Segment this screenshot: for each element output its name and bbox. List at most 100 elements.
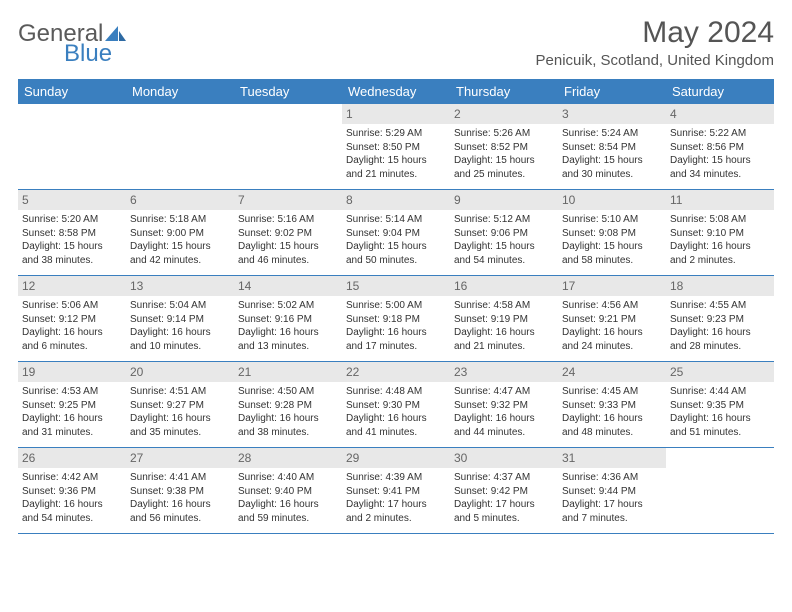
sunrise-text: Sunrise: 5:08 AM — [670, 213, 770, 227]
sunset-text: Sunset: 9:32 PM — [454, 399, 554, 413]
day-number: 22 — [342, 362, 450, 382]
day-number: 26 — [18, 448, 126, 468]
sunset-text: Sunset: 9:14 PM — [130, 313, 230, 327]
daylight-text: Daylight: 17 hours and 2 minutes. — [346, 498, 446, 525]
sunrise-text: Sunrise: 5:06 AM — [22, 299, 122, 313]
brand-logo: GeneralBlue — [18, 16, 127, 68]
calendar-day-cell — [126, 104, 234, 190]
sunset-text: Sunset: 9:04 PM — [346, 227, 446, 241]
sunrise-text: Sunrise: 4:58 AM — [454, 299, 554, 313]
sunrise-text: Sunrise: 5:02 AM — [238, 299, 338, 313]
calendar-day-cell — [666, 448, 774, 534]
day-header: Tuesday — [234, 80, 342, 104]
sunset-text: Sunset: 9:41 PM — [346, 485, 446, 499]
sunrise-text: Sunrise: 5:10 AM — [562, 213, 662, 227]
daylight-text: Daylight: 16 hours and 28 minutes. — [670, 326, 770, 353]
day-number: 24 — [558, 362, 666, 382]
daylight-text: Daylight: 16 hours and 31 minutes. — [22, 412, 122, 439]
day-number: 6 — [126, 190, 234, 210]
day-number: 12 — [18, 276, 126, 296]
calendar-day-cell: 14Sunrise: 5:02 AMSunset: 9:16 PMDayligh… — [234, 276, 342, 362]
calendar-day-cell: 17Sunrise: 4:56 AMSunset: 9:21 PMDayligh… — [558, 276, 666, 362]
daylight-text: Daylight: 15 hours and 25 minutes. — [454, 154, 554, 181]
sunset-text: Sunset: 9:42 PM — [454, 485, 554, 499]
calendar-day-cell: 3Sunrise: 5:24 AMSunset: 8:54 PMDaylight… — [558, 104, 666, 190]
sunset-text: Sunset: 9:06 PM — [454, 227, 554, 241]
calendar-week-row: 12Sunrise: 5:06 AMSunset: 9:12 PMDayligh… — [18, 276, 774, 362]
sunrise-text: Sunrise: 4:39 AM — [346, 471, 446, 485]
daylight-text: Daylight: 16 hours and 51 minutes. — [670, 412, 770, 439]
daylight-text: Daylight: 16 hours and 21 minutes. — [454, 326, 554, 353]
calendar-day-cell: 1Sunrise: 5:29 AMSunset: 8:50 PMDaylight… — [342, 104, 450, 190]
daylight-text: Daylight: 16 hours and 56 minutes. — [130, 498, 230, 525]
calendar-table: Sunday Monday Tuesday Wednesday Thursday… — [18, 79, 774, 534]
sunset-text: Sunset: 9:25 PM — [22, 399, 122, 413]
day-header: Saturday — [666, 80, 774, 104]
day-number: 20 — [126, 362, 234, 382]
sunset-text: Sunset: 9:10 PM — [670, 227, 770, 241]
sunset-text: Sunset: 8:56 PM — [670, 141, 770, 155]
sunset-text: Sunset: 9:18 PM — [346, 313, 446, 327]
sunrise-text: Sunrise: 5:24 AM — [562, 127, 662, 141]
daylight-text: Daylight: 16 hours and 41 minutes. — [346, 412, 446, 439]
daylight-text: Daylight: 15 hours and 38 minutes. — [22, 240, 122, 267]
sunrise-text: Sunrise: 4:41 AM — [130, 471, 230, 485]
calendar-day-cell: 6Sunrise: 5:18 AMSunset: 9:00 PMDaylight… — [126, 190, 234, 276]
daylight-text: Daylight: 15 hours and 58 minutes. — [562, 240, 662, 267]
day-number: 14 — [234, 276, 342, 296]
day-number: 28 — [234, 448, 342, 468]
page-header: GeneralBlue May 2024 Penicuik, Scotland,… — [18, 16, 774, 69]
sunrise-text: Sunrise: 5:18 AM — [130, 213, 230, 227]
day-number: 25 — [666, 362, 774, 382]
sunrise-text: Sunrise: 5:26 AM — [454, 127, 554, 141]
sunrise-text: Sunrise: 4:45 AM — [562, 385, 662, 399]
sunrise-text: Sunrise: 5:29 AM — [346, 127, 446, 141]
sunset-text: Sunset: 8:54 PM — [562, 141, 662, 155]
sunset-text: Sunset: 9:19 PM — [454, 313, 554, 327]
day-number: 10 — [558, 190, 666, 210]
day-number: 30 — [450, 448, 558, 468]
day-number: 5 — [18, 190, 126, 210]
calendar-day-cell: 13Sunrise: 5:04 AMSunset: 9:14 PMDayligh… — [126, 276, 234, 362]
calendar-day-cell: 8Sunrise: 5:14 AMSunset: 9:04 PMDaylight… — [342, 190, 450, 276]
day-number: 7 — [234, 190, 342, 210]
calendar-day-cell: 24Sunrise: 4:45 AMSunset: 9:33 PMDayligh… — [558, 362, 666, 448]
day-header: Friday — [558, 80, 666, 104]
calendar-day-cell: 28Sunrise: 4:40 AMSunset: 9:40 PMDayligh… — [234, 448, 342, 534]
sunset-text: Sunset: 9:35 PM — [670, 399, 770, 413]
sunset-text: Sunset: 8:52 PM — [454, 141, 554, 155]
sunrise-text: Sunrise: 5:14 AM — [346, 213, 446, 227]
calendar-day-cell: 21Sunrise: 4:50 AMSunset: 9:28 PMDayligh… — [234, 362, 342, 448]
calendar-day-cell: 22Sunrise: 4:48 AMSunset: 9:30 PMDayligh… — [342, 362, 450, 448]
day-number: 27 — [126, 448, 234, 468]
calendar-day-cell: 27Sunrise: 4:41 AMSunset: 9:38 PMDayligh… — [126, 448, 234, 534]
day-number: 17 — [558, 276, 666, 296]
sunset-text: Sunset: 9:36 PM — [22, 485, 122, 499]
day-number: 8 — [342, 190, 450, 210]
day-number: 31 — [558, 448, 666, 468]
sunrise-text: Sunrise: 4:44 AM — [670, 385, 770, 399]
day-number: 23 — [450, 362, 558, 382]
day-number: 21 — [234, 362, 342, 382]
day-number: 18 — [666, 276, 774, 296]
calendar-day-cell: 5Sunrise: 5:20 AMSunset: 8:58 PMDaylight… — [18, 190, 126, 276]
sunrise-text: Sunrise: 4:56 AM — [562, 299, 662, 313]
daylight-text: Daylight: 16 hours and 35 minutes. — [130, 412, 230, 439]
calendar-day-cell — [18, 104, 126, 190]
sunrise-text: Sunrise: 4:51 AM — [130, 385, 230, 399]
daylight-text: Daylight: 17 hours and 7 minutes. — [562, 498, 662, 525]
sunset-text: Sunset: 9:21 PM — [562, 313, 662, 327]
sunrise-text: Sunrise: 5:22 AM — [670, 127, 770, 141]
daylight-text: Daylight: 16 hours and 17 minutes. — [346, 326, 446, 353]
sunset-text: Sunset: 9:23 PM — [670, 313, 770, 327]
calendar-day-cell: 15Sunrise: 5:00 AMSunset: 9:18 PMDayligh… — [342, 276, 450, 362]
daylight-text: Daylight: 15 hours and 34 minutes. — [670, 154, 770, 181]
day-number: 29 — [342, 448, 450, 468]
daylight-text: Daylight: 15 hours and 30 minutes. — [562, 154, 662, 181]
sunset-text: Sunset: 8:58 PM — [22, 227, 122, 241]
sunrise-text: Sunrise: 4:55 AM — [670, 299, 770, 313]
daylight-text: Daylight: 16 hours and 44 minutes. — [454, 412, 554, 439]
calendar-week-row: 19Sunrise: 4:53 AMSunset: 9:25 PMDayligh… — [18, 362, 774, 448]
daylight-text: Daylight: 16 hours and 38 minutes. — [238, 412, 338, 439]
sunrise-text: Sunrise: 4:48 AM — [346, 385, 446, 399]
